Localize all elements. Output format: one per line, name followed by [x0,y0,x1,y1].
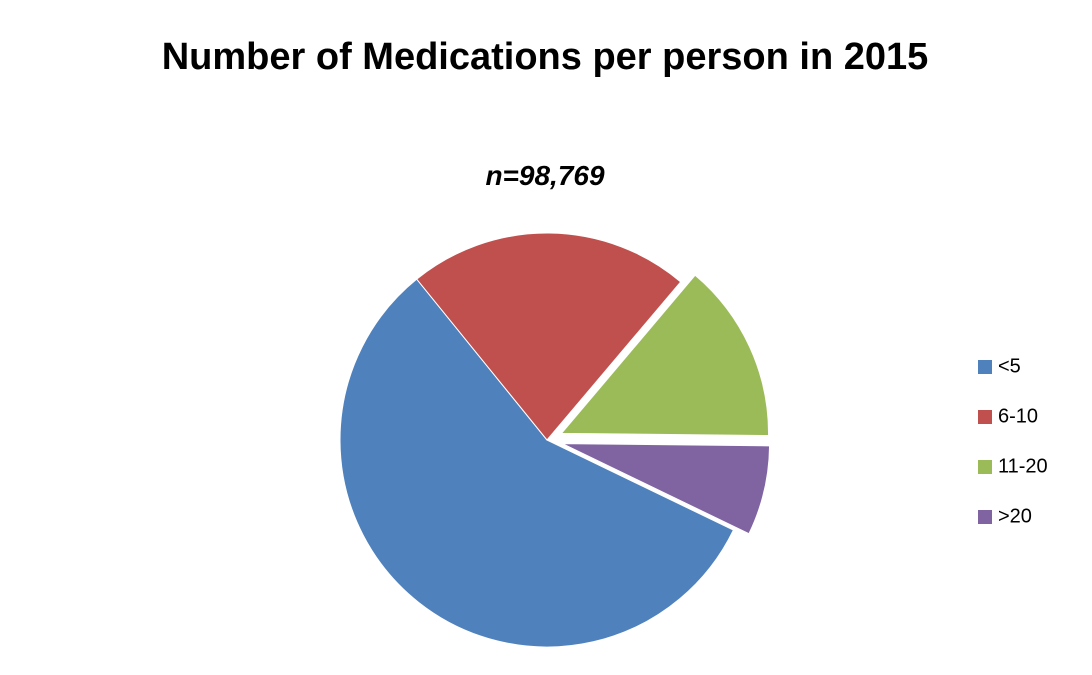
chart-title: Number of Medications per person in 2015 [161,36,929,78]
legend-swatch [978,460,992,474]
legend-swatch [978,360,992,374]
legend-label: <5 [998,355,1021,377]
pie-slice [560,274,770,437]
chart-subtitle: n=98,769 [485,160,605,191]
pie-slice [416,232,682,441]
legend-label: 11-20 [998,455,1048,477]
legend-label: >20 [998,505,1032,527]
pie-slice [339,278,735,648]
legend-swatch [978,510,992,524]
legend-label: 6-10 [998,405,1038,427]
legend-swatch [978,410,992,424]
pie-slice [562,443,771,535]
